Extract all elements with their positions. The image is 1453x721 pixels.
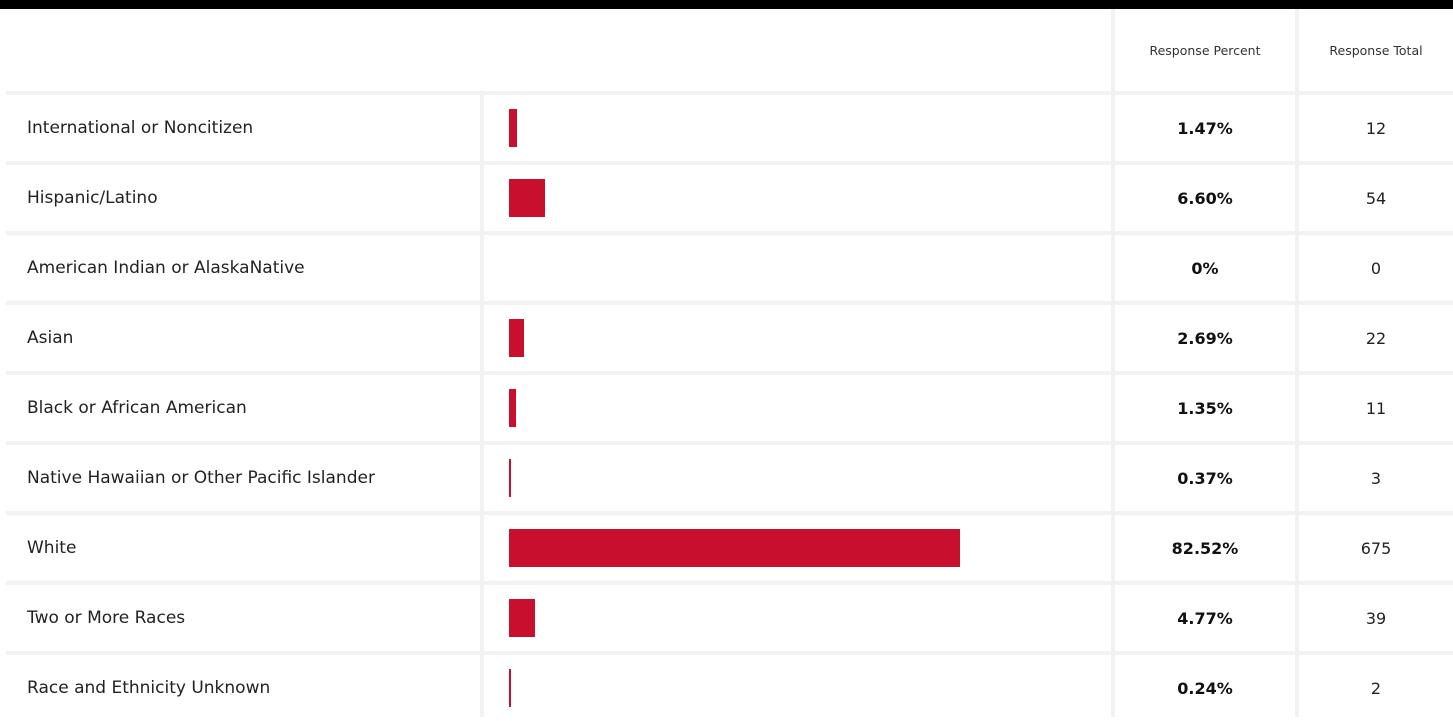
response-percent-cell: 6.60%	[1115, 165, 1295, 231]
header-response-percent-label: Response Percent	[1149, 42, 1261, 58]
bar	[509, 529, 960, 567]
category-label: International or Noncitizen	[27, 118, 254, 138]
row-label-cell: White	[6, 515, 480, 581]
bar-cell	[484, 445, 1111, 511]
header-label-cell	[6, 9, 1111, 91]
response-percent-cell: 1.35%	[1115, 375, 1295, 441]
response-percent-cell: 0.24%	[1115, 655, 1295, 721]
response-percent-value: 82.52%	[1171, 538, 1239, 558]
response-total-cell: 39	[1299, 585, 1453, 651]
response-total-cell: 12	[1299, 95, 1453, 161]
category-label: White	[27, 538, 77, 558]
response-total-cell: 675	[1299, 515, 1453, 581]
row-label-cell: Race and Ethnicity Unknown	[6, 655, 480, 721]
bar-cell	[484, 235, 1111, 301]
category-label: Asian	[27, 328, 74, 348]
bar-cell	[484, 95, 1111, 161]
response-total-value: 22	[1365, 328, 1387, 348]
row-label-cell: Asian	[6, 305, 480, 371]
response-percent-value: 0%	[1191, 258, 1219, 278]
bar-cell	[484, 585, 1111, 651]
category-label: Native Hawaiian or Other Pacific Islande…	[27, 468, 375, 488]
response-total-value: 675	[1360, 538, 1392, 558]
response-total-cell: 0	[1299, 235, 1453, 301]
response-total-cell: 11	[1299, 375, 1453, 441]
bar-cell	[484, 655, 1111, 721]
category-label: Hispanic/Latino	[27, 188, 158, 208]
response-total-cell: 22	[1299, 305, 1453, 371]
header-response-percent: Response Percent	[1115, 9, 1295, 91]
response-table: Response Percent Response Total Internat…	[6, 9, 1453, 721]
response-percent-value: 6.60%	[1177, 188, 1233, 208]
response-total-value: 39	[1365, 608, 1387, 628]
header-response-total-label: Response Total	[1329, 42, 1423, 58]
row-label-cell: Hispanic/Latino	[6, 165, 480, 231]
response-total-cell: 3	[1299, 445, 1453, 511]
response-total-value: 11	[1365, 398, 1387, 418]
response-total-value: 2	[1370, 678, 1382, 698]
response-percent-cell: 1.47%	[1115, 95, 1295, 161]
category-label: Race and Ethnicity Unknown	[27, 678, 271, 698]
bar-cell	[484, 515, 1111, 581]
response-percent-cell: 4.77%	[1115, 585, 1295, 651]
bar	[509, 669, 511, 707]
bar	[509, 599, 536, 637]
response-total-cell: 54	[1299, 165, 1453, 231]
response-percent-value: 2.69%	[1177, 328, 1233, 348]
category-label: Two or More Races	[27, 608, 186, 628]
bar	[509, 389, 517, 427]
response-percent-value: 4.77%	[1177, 608, 1233, 628]
response-percent-value: 0.37%	[1177, 468, 1233, 488]
bar	[509, 319, 524, 357]
header-response-total: Response Total	[1299, 9, 1453, 91]
response-percent-cell: 0%	[1115, 235, 1295, 301]
category-label: Black or African American	[27, 398, 247, 418]
top-bar	[0, 0, 1453, 9]
bar	[509, 179, 546, 217]
response-total-cell: 2	[1299, 655, 1453, 721]
category-label: American Indian or AlaskaNative	[27, 258, 305, 278]
response-percent-value: 1.35%	[1177, 398, 1233, 418]
response-percent-cell: 82.52%	[1115, 515, 1295, 581]
row-label-cell: Two or More Races	[6, 585, 480, 651]
bar-cell	[484, 305, 1111, 371]
response-total-value: 12	[1365, 118, 1387, 138]
row-label-cell: Black or African American	[6, 375, 480, 441]
row-label-cell: International or Noncitizen	[6, 95, 480, 161]
response-percent-cell: 2.69%	[1115, 305, 1295, 371]
row-label-cell: American Indian or AlaskaNative	[6, 235, 480, 301]
response-total-value: 0	[1370, 258, 1382, 278]
response-percent-cell: 0.37%	[1115, 445, 1295, 511]
response-total-value: 54	[1365, 188, 1387, 208]
bar-cell	[484, 165, 1111, 231]
response-percent-value: 0.24%	[1177, 678, 1233, 698]
bar-cell	[484, 375, 1111, 441]
bar	[509, 459, 512, 497]
bar	[509, 109, 518, 147]
row-label-cell: Native Hawaiian or Other Pacific Islande…	[6, 445, 480, 511]
response-percent-value: 1.47%	[1177, 118, 1233, 138]
response-total-value: 3	[1370, 468, 1382, 488]
